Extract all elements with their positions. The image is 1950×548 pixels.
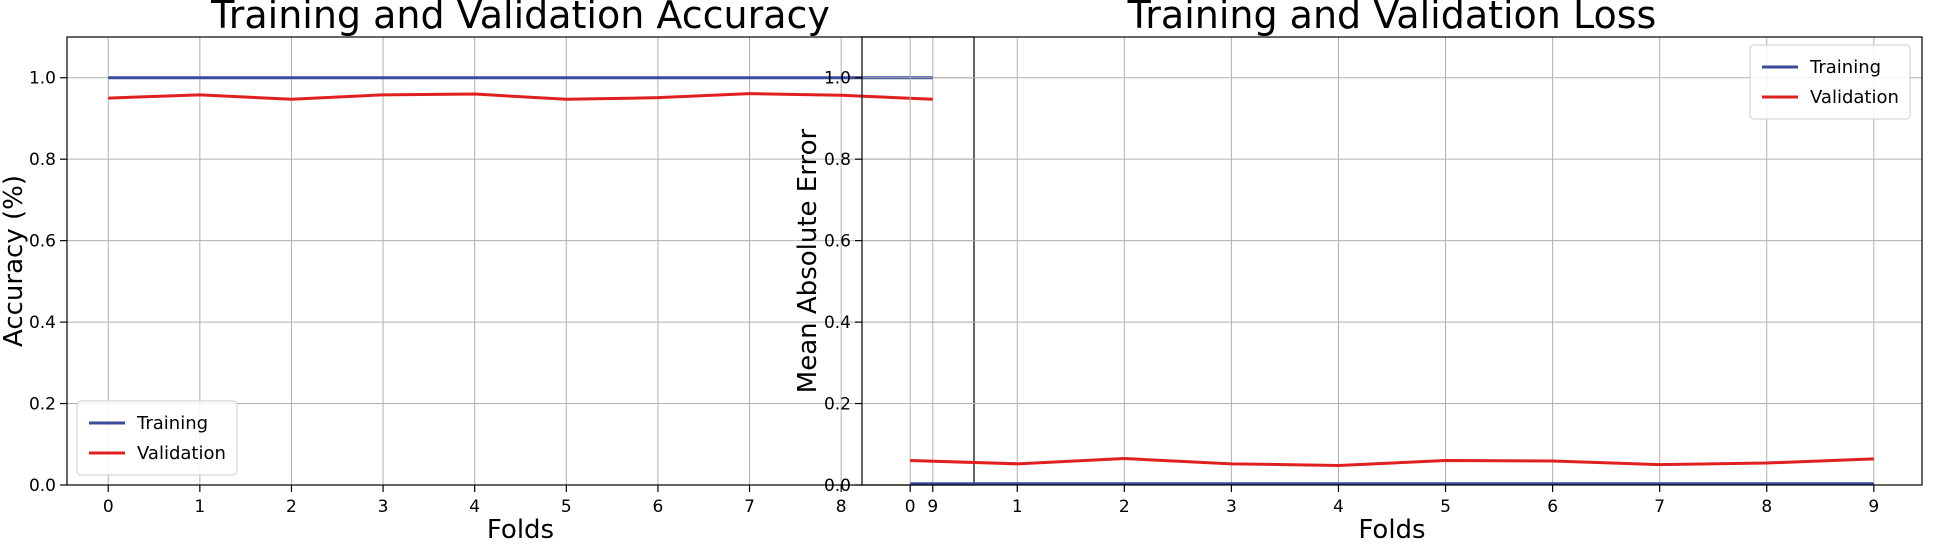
y-tick-label: 0.2	[824, 395, 851, 415]
plot-frame	[861, 36, 1923, 486]
y-axis-label: Mean Absolute Error	[793, 129, 823, 394]
x-tick-label: 1	[194, 497, 205, 517]
chart-2: 0 1 2 3 4 5 6 7 8 9 0.0 0.2 0.4 0.6 0.8 1.0 Training and…	[793, 0, 1923, 545]
legend-label-validation: Validation	[137, 443, 226, 464]
legend-label-validation: Validation	[1810, 87, 1899, 108]
x-tick-label: 4	[1333, 497, 1344, 517]
x-tick-label: 2	[286, 497, 297, 517]
x-tick-label: 3	[378, 497, 389, 517]
chart-title: Training and Validation Loss	[1127, 0, 1657, 37]
y-tick-label: 0.4	[29, 313, 56, 333]
legend-frame	[1749, 44, 1911, 120]
legend-label-training: Training	[1809, 57, 1881, 78]
y-tick-label: 1.0	[824, 69, 851, 89]
y-axis-label: Accuracy (%)	[0, 175, 29, 347]
y-tick-label: 0.6	[29, 232, 56, 252]
chart-1: 0 1 2 3 4 5 6 7 8 9 0.0 0.2 0.4 0.6 0.8 1.0 Training and…	[0, 0, 975, 545]
legend-frame	[76, 400, 238, 476]
plot-frame	[66, 36, 975, 486]
x-tick-label: 6	[1547, 497, 1558, 517]
y-tick-label: 0.6	[824, 232, 851, 252]
y-tick-label: 0.0	[824, 476, 851, 496]
y-tick-label: 0.0	[29, 476, 56, 496]
legend-label-training: Training	[136, 413, 208, 434]
x-tick-label: 6	[653, 497, 664, 517]
x-tick-label: 2	[1119, 497, 1130, 517]
x-tick-label: 0	[905, 497, 916, 517]
x-axis-label: Folds	[1358, 515, 1425, 545]
series-line-validation	[108, 92, 933, 101]
y-tick-label: 0.2	[29, 395, 56, 415]
x-tick-label: 8	[1761, 497, 1772, 517]
x-axis-label: Folds	[487, 515, 554, 545]
legend: Training Validation	[1749, 44, 1911, 120]
x-tick-label: 3	[1226, 497, 1237, 517]
y-tick-label: 0.8	[29, 150, 56, 170]
x-tick-label: 0	[103, 497, 114, 517]
x-tick-label: 5	[1440, 497, 1451, 517]
x-tick-label: 9	[1868, 497, 1879, 517]
y-tick-label: 0.8	[824, 150, 851, 170]
series-line-validation	[910, 457, 1874, 467]
x-tick-label: 7	[744, 497, 755, 517]
x-tick-label: 7	[1654, 497, 1665, 517]
x-tick-label: 1	[1012, 497, 1023, 517]
x-tick-label: 5	[561, 497, 572, 517]
chart-title: Training and Validation Accuracy	[210, 0, 830, 37]
x-tick-label: 9	[927, 497, 938, 517]
y-tick-label: 1.0	[29, 69, 56, 89]
legend: Training Validation	[76, 400, 238, 476]
y-tick-label: 0.4	[824, 313, 851, 333]
x-tick-label: 8	[836, 497, 847, 517]
x-tick-label: 4	[469, 497, 480, 517]
